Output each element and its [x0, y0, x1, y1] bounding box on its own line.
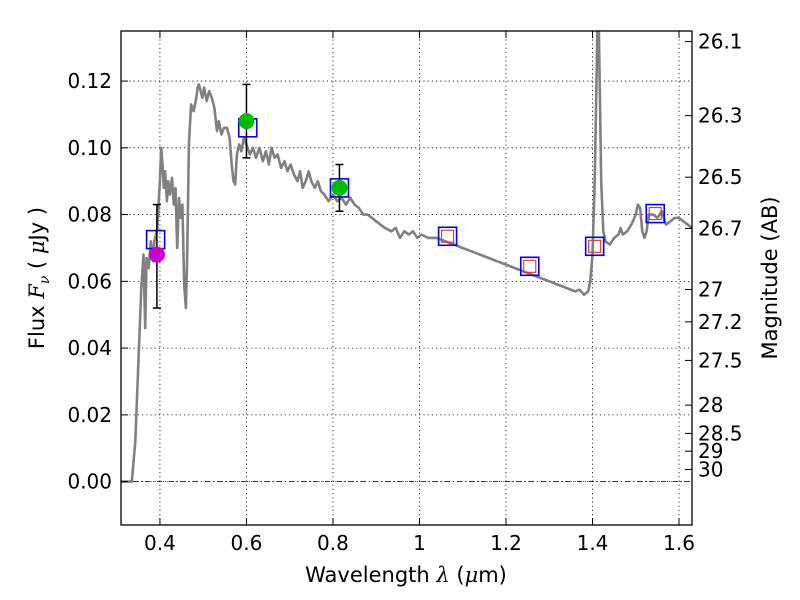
y2-tick-label: 27 — [698, 278, 723, 302]
x-tick-label: 0.6 — [231, 531, 263, 555]
y2-tick-label: 26.5 — [698, 165, 743, 189]
y2-tick-label: 26.7 — [698, 216, 743, 240]
x-axis-title-unit: m) — [478, 563, 507, 587]
predicted-square — [648, 207, 662, 221]
model-photometry-square — [584, 236, 605, 257]
x-tick-label: 0.8 — [317, 531, 349, 555]
x-tick-label: 0.4 — [144, 531, 176, 555]
axis-ticks: 0.4 0.6 0.8 1 1.2 1.4 1.6 0.00 0.02 0.04 0.06 0.08 0… — [67, 30, 742, 555]
y-axis-title: Flux Fν ( μJy ) — [25, 207, 53, 349]
spectrum-line — [121, 31, 692, 483]
predicted-square — [441, 229, 455, 243]
y2-tick-label: 27.2 — [698, 310, 743, 334]
y-axis-title-subscript: ν — [37, 275, 53, 284]
x-tick-label: 1 — [413, 531, 426, 555]
x-tick-label: 1.2 — [490, 531, 522, 555]
observed_green-point — [238, 113, 255, 130]
y-tick-label: 0.06 — [67, 269, 112, 293]
y2-tick-label: 26.3 — [698, 104, 743, 128]
x-tick-label: 1.6 — [663, 531, 695, 555]
x-axis-title-symbol: λ — [435, 563, 449, 587]
y2-tick-label: 28 — [698, 393, 723, 417]
y-tick-label: 0.08 — [67, 203, 112, 227]
y-tick-label: 0.00 — [67, 470, 112, 494]
x-axis-title-open: ( — [450, 563, 465, 587]
plot-frame — [120, 30, 693, 526]
x-axis-title-prefix: Wavelength — [305, 563, 436, 587]
data-series — [121, 31, 692, 483]
observed_green-point — [331, 179, 348, 196]
y-axis-title-unit-greek: μ — [25, 240, 49, 254]
observed_magenta-point — [148, 246, 165, 263]
predicted-square — [523, 259, 537, 273]
y-tick-label: 0.04 — [67, 336, 112, 360]
model-photometry-square — [645, 203, 666, 224]
y2-tick-label: 30 — [698, 457, 723, 481]
y2-tick-label: 28.5 — [698, 421, 743, 445]
y2-tick-label: 29 — [698, 439, 723, 463]
x-tick-label: 1.4 — [577, 531, 609, 555]
y2-axis-title: Magnitude (AB) — [758, 196, 782, 359]
y-tick-label: 0.10 — [67, 136, 112, 160]
model-photometry-square — [437, 226, 458, 247]
model-photometry-square — [519, 256, 540, 277]
y-axis-title-prefix: Flux — [25, 299, 49, 349]
y2-tick-label: 26.1 — [698, 30, 743, 54]
predicted-square — [588, 239, 602, 253]
x-axis-title-unit-greek: μ — [465, 563, 479, 587]
y-tick-label: 0.02 — [67, 403, 112, 427]
y2-tick-label: 27.5 — [698, 348, 743, 372]
y-axis-title-open: ( — [25, 254, 49, 276]
y-tick-label: 0.12 — [67, 69, 112, 93]
y-axis-title-unit: Jy ) — [25, 207, 49, 243]
x-axis-title: Wavelength λ (μm) — [305, 563, 507, 587]
y-axis-title-symbol: F — [25, 283, 49, 300]
grid-lines — [121, 31, 692, 525]
